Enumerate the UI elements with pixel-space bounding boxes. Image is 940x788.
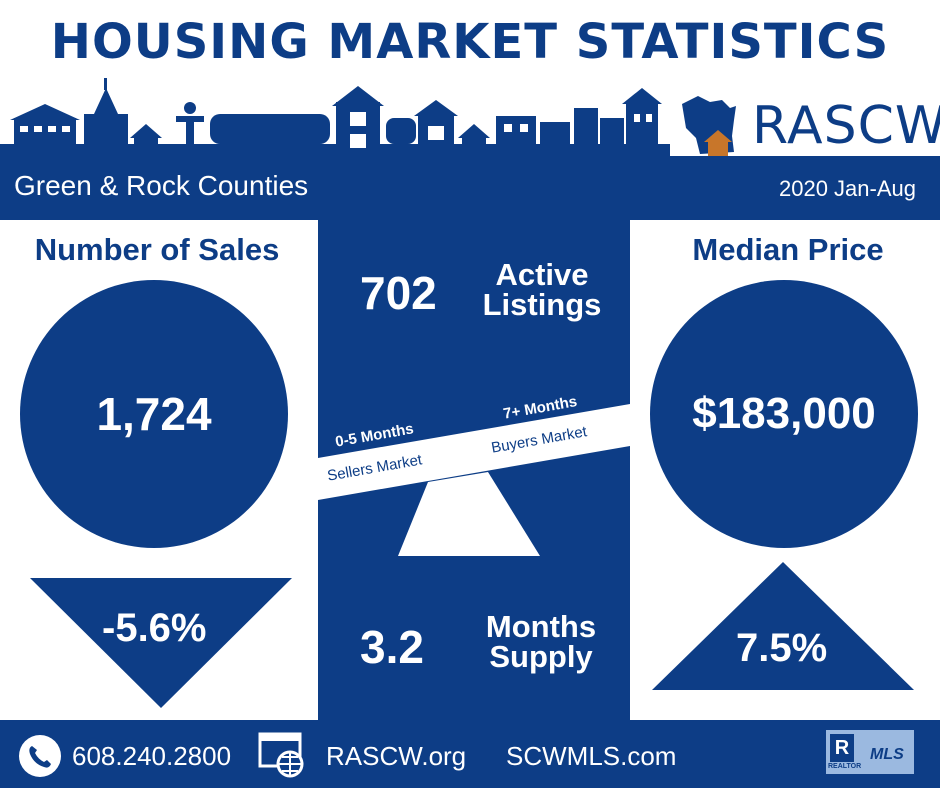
rascw-logo-text: RASCW [752, 96, 940, 156]
period-label: 2020 Jan-Aug [779, 176, 916, 201]
supply-label: Months Supply [470, 609, 612, 674]
listings-value: 702 [360, 267, 437, 319]
supply-label-line2: Supply [489, 639, 593, 674]
region-banner [0, 156, 940, 220]
supply-label-line1: Months [485, 609, 597, 644]
market-scale-icon [318, 404, 630, 556]
website-link-rascw[interactable]: RASCW.org [326, 741, 467, 771]
price-circle: $183,000 [650, 280, 918, 548]
page-title: HOUSING MARKET STATISTICS [50, 14, 890, 70]
down-arrow-icon [30, 578, 292, 708]
listings-label: Active Listings [472, 257, 612, 322]
sales-value: 1,724 [96, 388, 212, 440]
listings-label-line1: Active [495, 257, 589, 292]
web-globe-icon [258, 732, 304, 778]
realtor-badge-small: REALTOR [828, 763, 862, 770]
region-label: Green & Rock Counties [14, 170, 309, 201]
listings-label-line2: Listings [482, 287, 602, 322]
wisconsin-house-logo-icon [682, 96, 736, 156]
phone-icon [19, 735, 61, 777]
sales-change: -5.6% [102, 606, 207, 650]
realtor-mls-badge-icon: R REALTOR MLS [826, 730, 914, 774]
up-arrow-icon [652, 562, 914, 690]
price-value: $183,000 [692, 389, 876, 438]
phone-number[interactable]: 608.240.2800 [72, 741, 232, 771]
town-skyline-icon [0, 78, 670, 158]
footer-bar [0, 720, 940, 788]
supply-value: 3.2 [360, 621, 424, 673]
price-heading: Median Price [692, 232, 884, 267]
realtor-badge-letter: R [830, 734, 854, 762]
website-link-scwmls[interactable]: SCWMLS.com [506, 741, 677, 771]
sales-circle: 1,724 [20, 280, 288, 548]
mls-badge-text: MLS [870, 746, 904, 763]
sales-heading: Number of Sales [34, 232, 280, 267]
price-change: 7.5% [736, 626, 828, 670]
